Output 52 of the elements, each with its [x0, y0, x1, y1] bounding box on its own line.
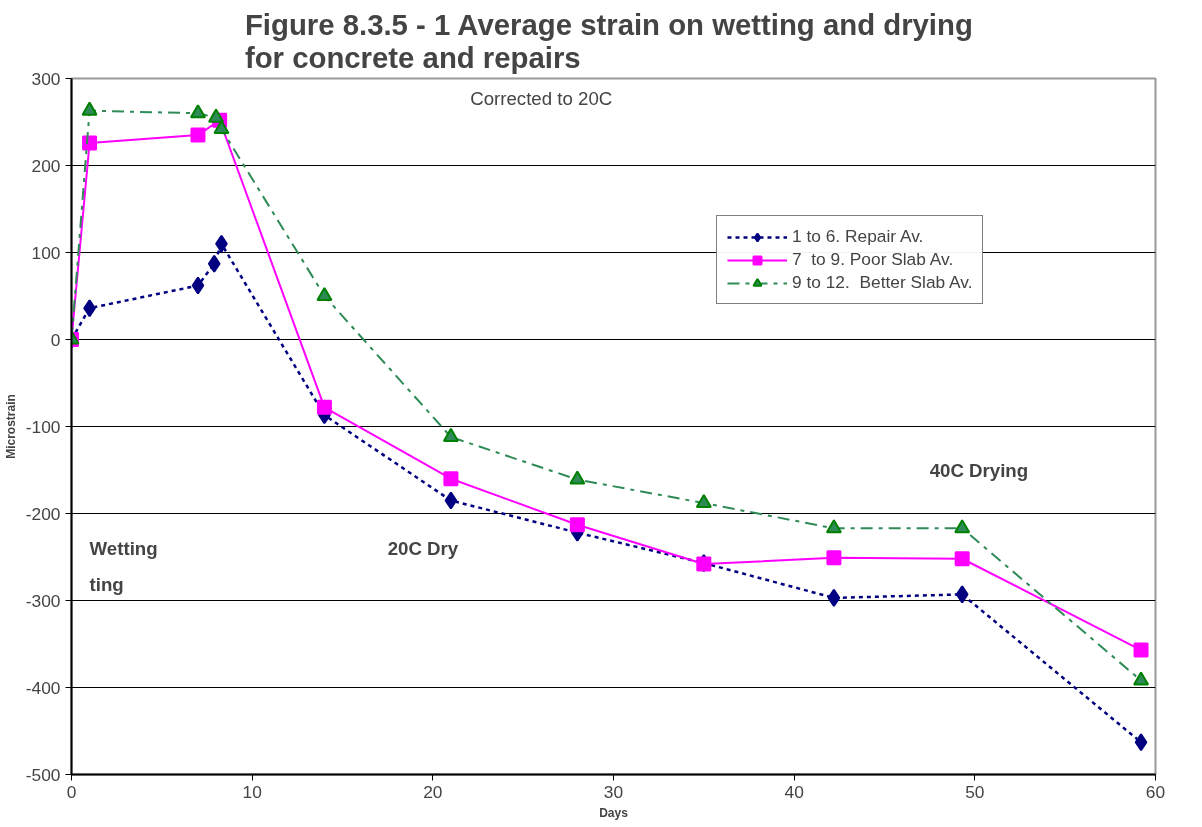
legend-label: 9 to 12. Better Slab Av. — [792, 272, 973, 293]
x-tick-label: 50 — [965, 781, 985, 802]
point — [442, 427, 459, 442]
point — [189, 104, 206, 119]
point — [208, 108, 225, 123]
annotation: Corrected to 20C — [470, 88, 613, 110]
x-tick-label: 10 — [242, 781, 262, 802]
x-axis-title: Days — [599, 805, 629, 820]
point — [954, 551, 970, 567]
point — [695, 493, 712, 509]
legend-label: 1 to 6. Repair Av. — [792, 226, 924, 247]
point — [954, 519, 971, 534]
y-tick-label: -100 — [25, 416, 61, 437]
y-tick-label: -400 — [25, 677, 61, 698]
x-tick-label: 20 — [423, 781, 443, 802]
y-tick-label: 300 — [31, 68, 61, 89]
point — [1133, 671, 1150, 686]
point — [190, 127, 206, 143]
y-tick-label: 0 — [50, 329, 61, 350]
point — [569, 470, 586, 485]
annotation: 40C Drying — [929, 459, 1029, 481]
y-tick-label: -200 — [25, 503, 61, 524]
annotation: 20C Dry — [387, 537, 459, 559]
legend-label: 7 to 9. Poor Slab Av. — [792, 249, 954, 270]
x-tick-label: 60 — [1145, 781, 1166, 802]
point — [443, 471, 459, 487]
point — [955, 585, 969, 604]
annotation: Wetting — [89, 537, 158, 559]
point — [569, 517, 585, 533]
point — [1133, 642, 1149, 658]
point — [826, 550, 842, 566]
point — [316, 399, 332, 415]
point — [81, 101, 98, 116]
x-tick-label: 40 — [784, 781, 804, 802]
y-tick-label: 100 — [31, 242, 61, 263]
point — [213, 119, 230, 134]
y-tick-label: 200 — [31, 155, 61, 176]
point — [1134, 733, 1148, 752]
point — [444, 491, 458, 510]
point — [825, 519, 842, 534]
x-tick-label: 0 — [66, 781, 77, 802]
annotation: ting — [89, 574, 124, 596]
y-tick-label: -500 — [25, 764, 61, 785]
point — [316, 286, 333, 302]
y-axis-title: Microstrain — [3, 394, 18, 459]
point — [82, 135, 98, 151]
chart-title: Figure 8.3.5 - 1 Average strain on wetting and drying for concrete and repairs — [244, 7, 973, 74]
point — [207, 254, 221, 273]
point — [191, 276, 205, 295]
x-tick-label: 30 — [603, 781, 624, 802]
y-tick-label: -300 — [25, 590, 61, 611]
point — [827, 588, 841, 607]
